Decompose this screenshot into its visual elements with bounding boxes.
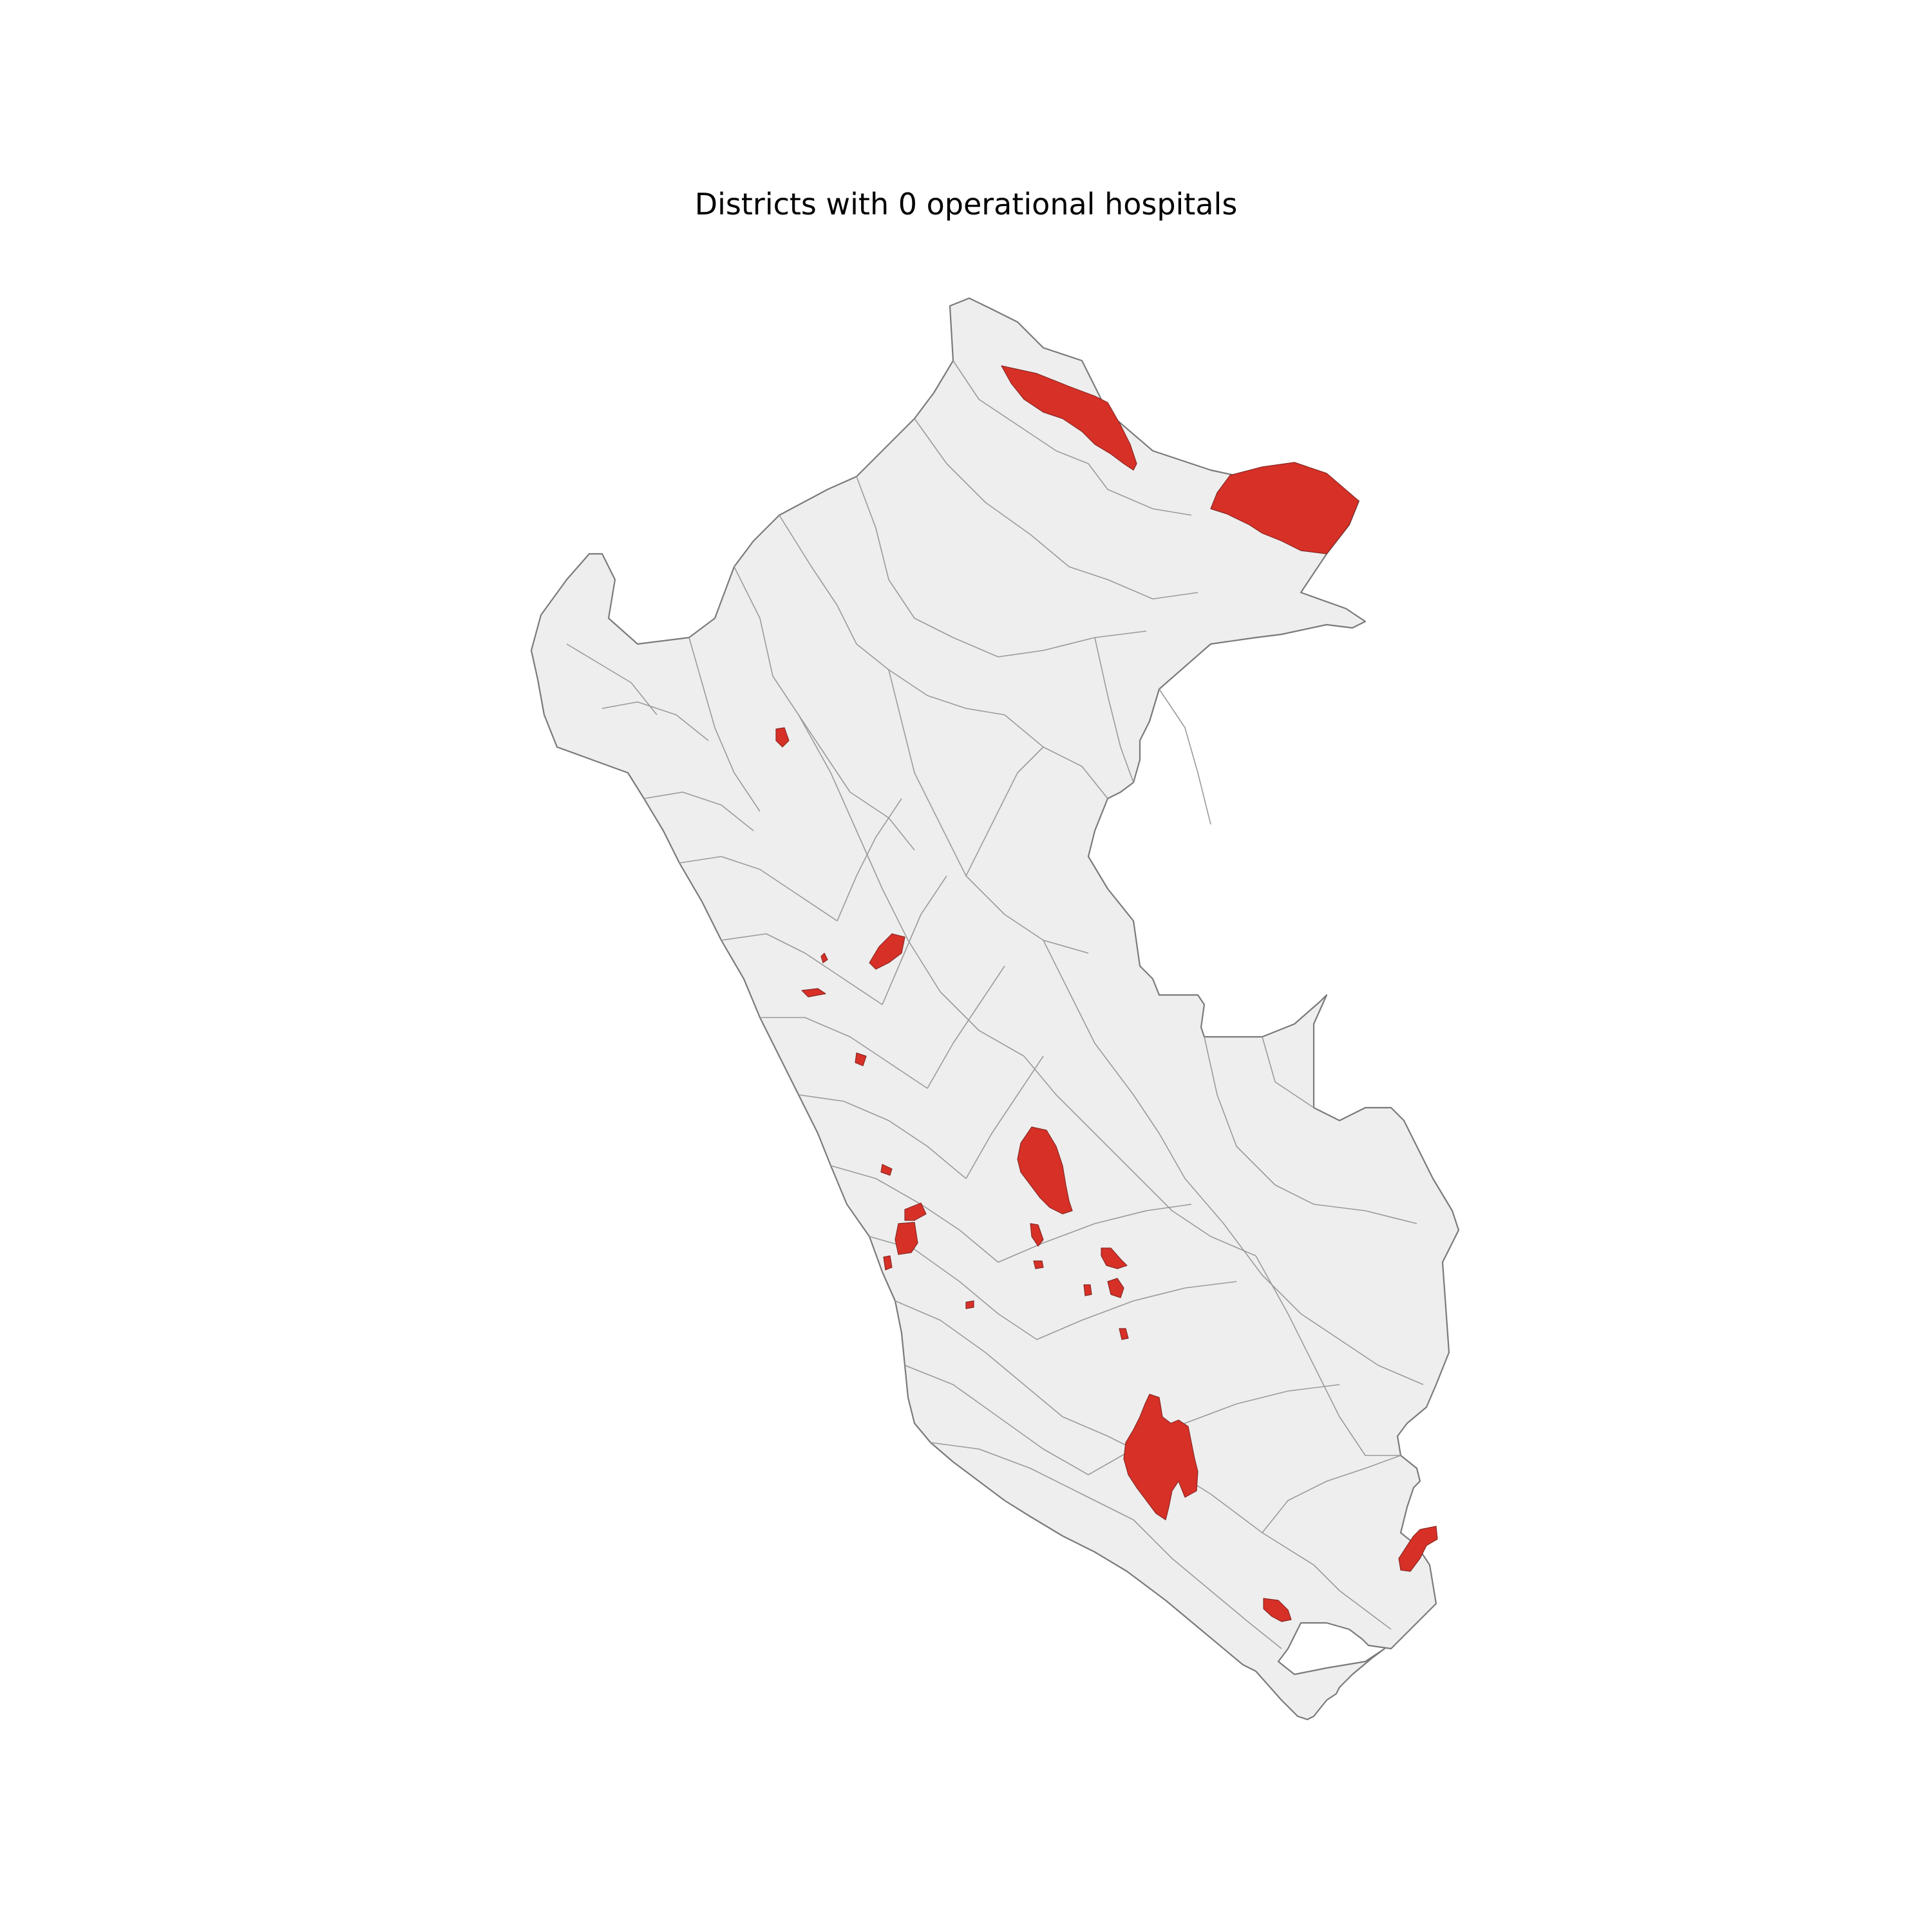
district-zero-central-small-b [1030, 1223, 1044, 1247]
district-zero-small-c [855, 1052, 867, 1066]
district-zero-amazon-northeast [1210, 462, 1359, 554]
district-zero-northeast-strip [1001, 365, 1137, 471]
district-zero-small-a [820, 952, 828, 963]
map-title: Districts with 0 operational hospitals [694, 187, 1238, 222]
district-zero-south-coast [1263, 1598, 1292, 1622]
district-zero-coast-d [965, 1300, 974, 1309]
zero-hospital-districts [775, 365, 1438, 1622]
district-zero-central-large [1017, 1126, 1073, 1215]
peru-country-outline [530, 297, 1460, 1721]
district-zero-central-small-c [1033, 1260, 1044, 1269]
district-zero-coast-a [904, 1202, 927, 1221]
district-zero-north-central [869, 933, 905, 970]
district-zero-south-cluster [1123, 1394, 1198, 1520]
district-zero-central-small-d [1101, 1247, 1128, 1269]
district-zero-central-small-a [880, 1164, 893, 1176]
district-zero-central-small-g [1119, 1328, 1129, 1340]
district-zero-coast-b [895, 1222, 918, 1255]
district-zero-central-small-e [1107, 1278, 1124, 1298]
district-zero-coast-c [883, 1255, 893, 1271]
district-zero-north-small [775, 727, 790, 748]
district-zero-small-b [801, 988, 826, 998]
district-zero-central-small-f [1083, 1284, 1092, 1296]
district-zero-southeast-border [1398, 1526, 1438, 1572]
